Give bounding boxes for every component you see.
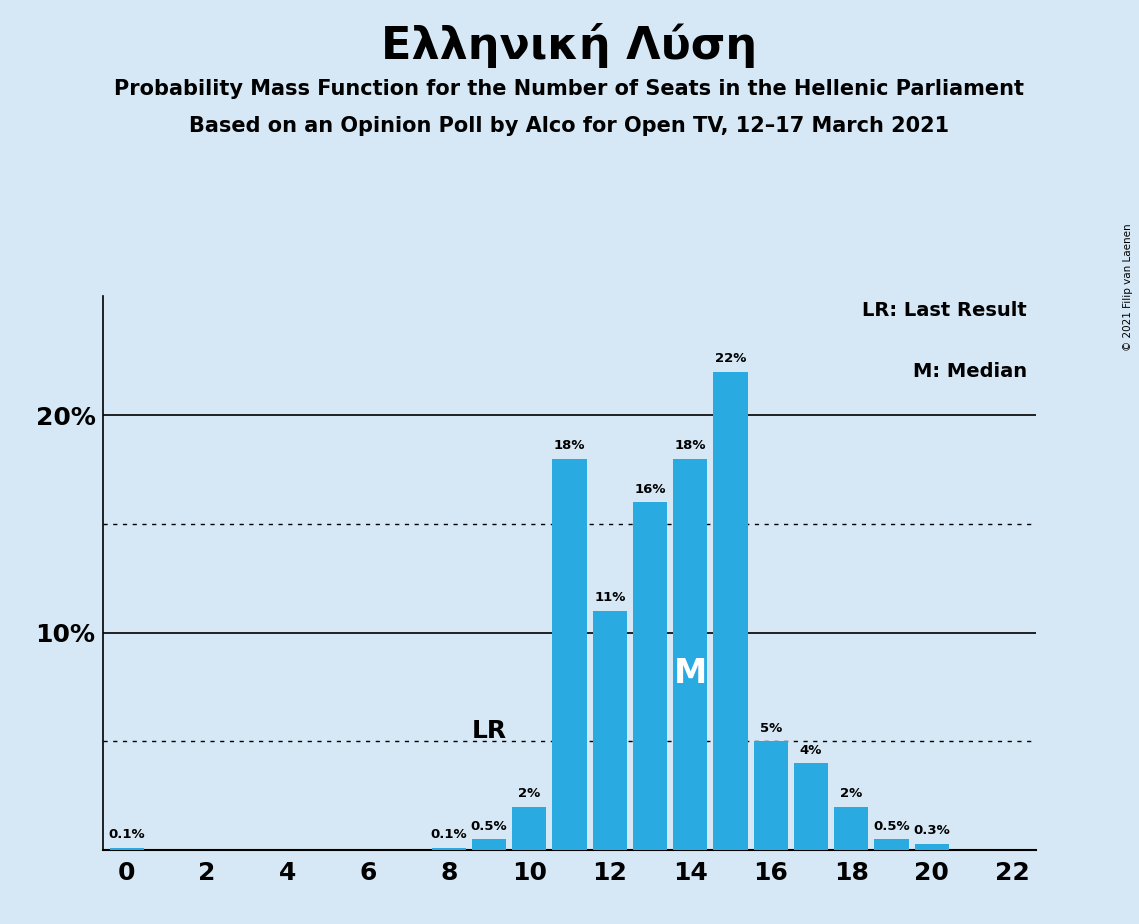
Text: © 2021 Filip van Laenen: © 2021 Filip van Laenen	[1123, 224, 1133, 351]
Text: 2%: 2%	[841, 787, 862, 800]
Text: 11%: 11%	[595, 591, 625, 604]
Text: 0.5%: 0.5%	[470, 820, 507, 833]
Text: 18%: 18%	[554, 439, 585, 452]
Bar	[552, 458, 587, 850]
Text: 0.1%: 0.1%	[108, 829, 145, 842]
Text: 0.1%: 0.1%	[431, 829, 467, 842]
Text: LR: Last Result: LR: Last Result	[862, 301, 1027, 321]
Text: 5%: 5%	[760, 722, 781, 735]
Text: 22%: 22%	[715, 352, 746, 365]
Bar	[109, 848, 144, 850]
Text: 2%: 2%	[518, 787, 540, 800]
Bar	[472, 839, 506, 850]
Text: Probability Mass Function for the Number of Seats in the Hellenic Parliament: Probability Mass Function for the Number…	[115, 79, 1024, 99]
Bar	[633, 503, 667, 850]
Bar	[673, 458, 707, 850]
Text: 18%: 18%	[674, 439, 706, 452]
Text: 0.3%: 0.3%	[913, 824, 950, 837]
Bar	[513, 807, 547, 850]
Bar	[592, 611, 626, 850]
Bar	[794, 763, 828, 850]
Text: 0.5%: 0.5%	[874, 820, 910, 833]
Bar	[834, 807, 868, 850]
Text: M: M	[673, 658, 707, 690]
Text: Based on an Opinion Poll by Alco for Open TV, 12–17 March 2021: Based on an Opinion Poll by Alco for Ope…	[189, 116, 950, 136]
Bar	[713, 371, 747, 850]
Bar	[915, 844, 949, 850]
Text: Ελληνική Λύση: Ελληνική Λύση	[382, 23, 757, 68]
Text: 4%: 4%	[800, 744, 822, 757]
Text: M: Median: M: Median	[913, 362, 1027, 382]
Text: 16%: 16%	[634, 482, 666, 495]
Bar	[875, 839, 909, 850]
Text: LR: LR	[472, 719, 507, 743]
Bar	[754, 741, 788, 850]
Bar	[432, 848, 466, 850]
